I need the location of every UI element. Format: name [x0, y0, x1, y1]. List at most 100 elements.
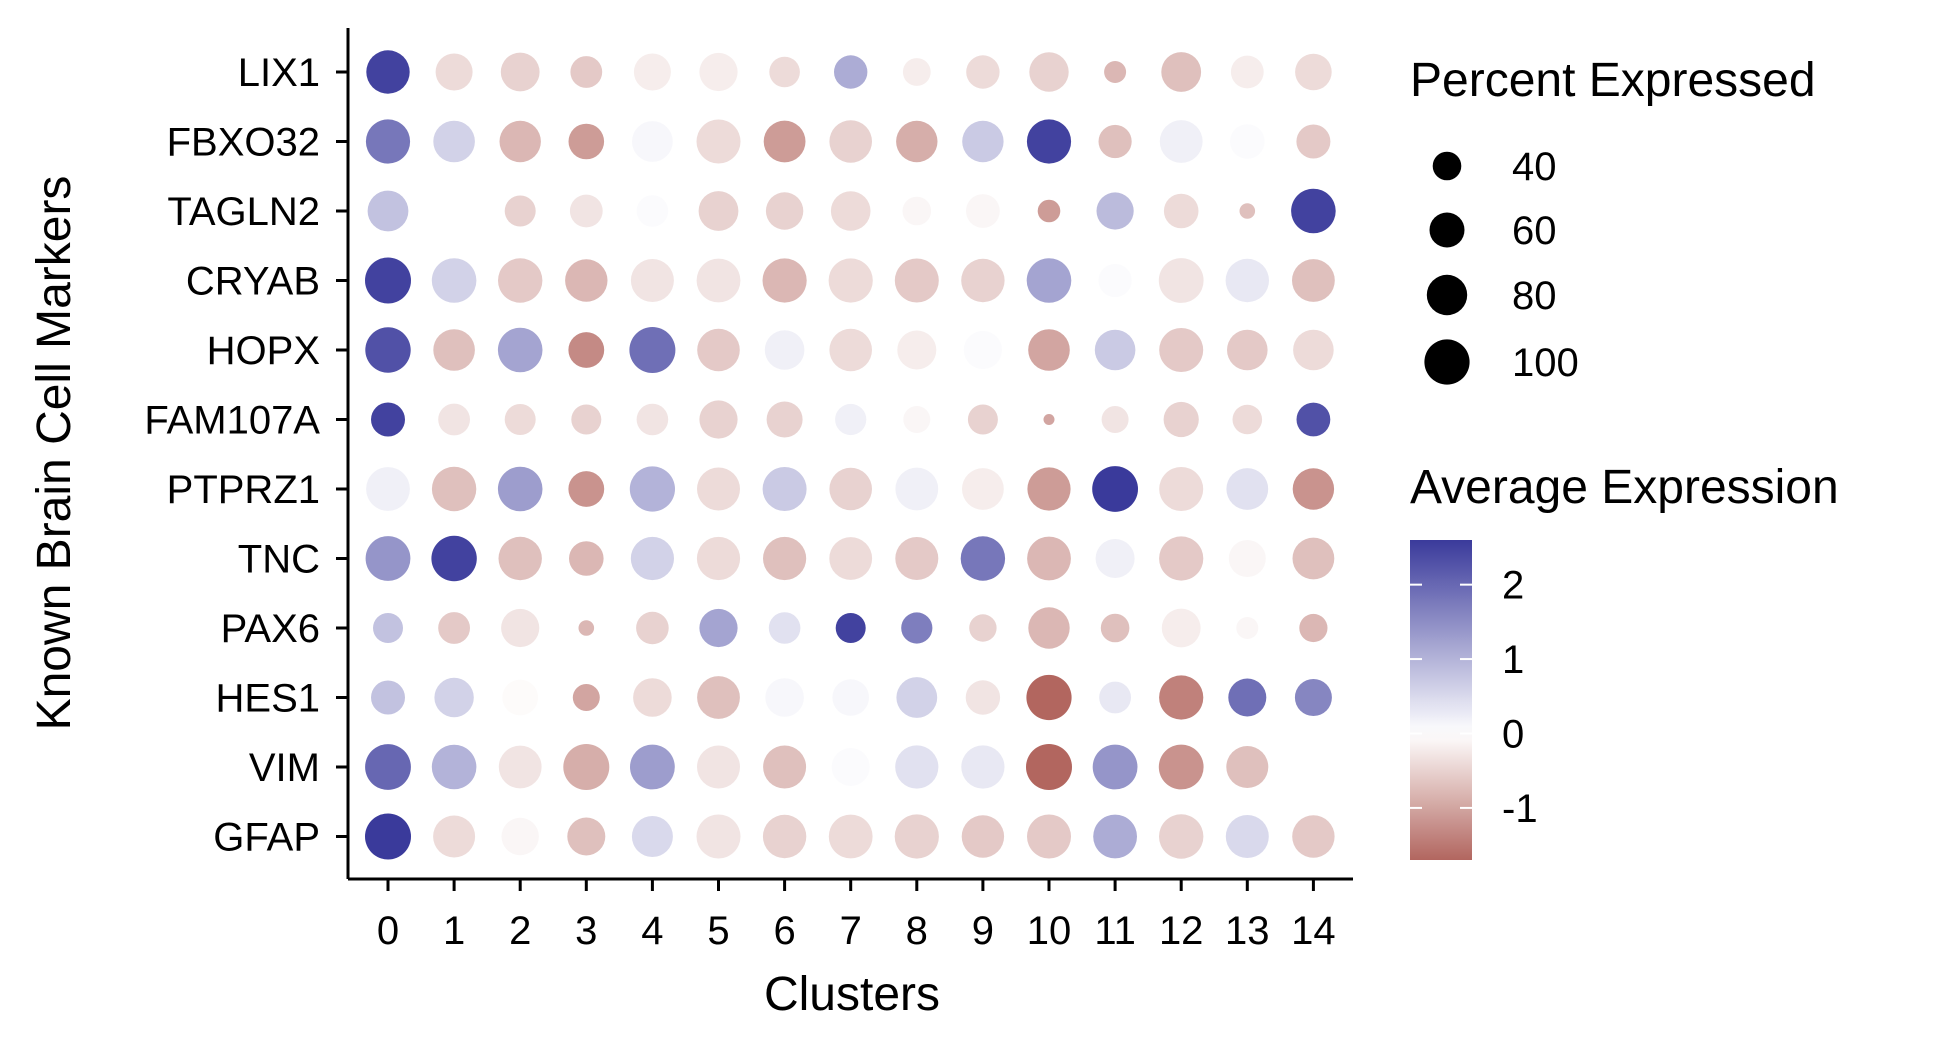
dot-HOPX-cluster-1	[433, 329, 475, 371]
dot-HOPX-cluster-14	[1293, 329, 1334, 371]
dot-PAX6-cluster-5	[699, 608, 738, 648]
dot-FAM107A-cluster-14	[1296, 402, 1331, 437]
dot-GFAP-cluster-10	[1027, 814, 1071, 859]
dot-TNC-cluster-10	[1027, 536, 1071, 581]
dot-VIM-cluster-5	[697, 745, 740, 789]
size-legend-label: 100	[1512, 341, 1579, 385]
dot-LIX1-cluster-11	[1104, 61, 1127, 83]
dot-TNC-cluster-6	[763, 536, 807, 581]
y-tick-label: TAGLN2	[167, 190, 320, 234]
dot-CRYAB-cluster-13	[1225, 258, 1270, 303]
dot-HES1-cluster-8	[896, 677, 938, 718]
x-tick-label: 6	[773, 909, 795, 953]
size-legend-dot	[1432, 151, 1462, 181]
dot-GFAP-cluster-11	[1093, 814, 1137, 859]
dot-TAGLN2-cluster-14	[1291, 188, 1336, 234]
dot-CRYAB-cluster-4	[630, 259, 674, 302]
color-legend-title: Average Expression	[1410, 461, 1839, 514]
size-legend-dot	[1429, 212, 1465, 248]
x-tick-label: 11	[1094, 909, 1136, 953]
color-legend-label: 1	[1502, 638, 1524, 682]
dot-HOPX-cluster-12	[1159, 328, 1204, 372]
dot-VIM-cluster-13	[1226, 746, 1269, 788]
dot-VIM-cluster-2	[498, 745, 542, 789]
color-legend: Average Expression 2 1 0 -1	[1410, 461, 1839, 860]
dot-HES1-cluster-2	[502, 679, 539, 716]
dot-HES1-cluster-12	[1159, 675, 1204, 720]
dot-FAM107A-cluster-13	[1232, 404, 1263, 435]
dot-TAGLN2-cluster-3	[569, 194, 603, 228]
dot-GFAP-cluster-5	[696, 814, 741, 859]
dot-HOPX-cluster-13	[1227, 329, 1268, 371]
dot-TAGLN2-cluster-5	[698, 191, 739, 231]
dot-PAX6-cluster-2	[501, 608, 540, 648]
dot-FBXO32-cluster-13	[1230, 124, 1265, 159]
dot-PTPRZ1-cluster-5	[697, 467, 740, 511]
dot-PTPRZ1-cluster-6	[762, 467, 807, 511]
x-tick-label: 1	[443, 909, 465, 953]
dot-PAX6-cluster-12	[1161, 608, 1201, 648]
dot-PAX6-cluster-11	[1100, 613, 1130, 643]
dot-HOPX-cluster-3	[568, 332, 605, 368]
dot-CRYAB-cluster-10	[1026, 258, 1072, 303]
dot-VIM-cluster-3	[563, 744, 610, 790]
dot-FBXO32-cluster-14	[1296, 124, 1331, 159]
dot-HES1-cluster-11	[1099, 681, 1131, 714]
dot-LIX1-cluster-4	[633, 53, 671, 91]
dot-PTPRZ1-cluster-12	[1159, 467, 1204, 511]
dot-CRYAB-cluster-0	[365, 257, 411, 304]
dot-TNC-cluster-4	[630, 536, 675, 581]
dot-LIX1-cluster-5	[699, 52, 738, 92]
dot-FAM107A-cluster-7	[835, 403, 867, 436]
dot-CRYAB-cluster-1	[431, 258, 477, 303]
dot-HES1-cluster-10	[1026, 674, 1072, 721]
dot-FAM107A-cluster-8	[903, 406, 931, 433]
dot-PAX6-cluster-6	[768, 612, 801, 644]
dot-TAGLN2-cluster-13	[1239, 203, 1256, 219]
dot-PAX6-cluster-9	[969, 614, 997, 642]
dot-HES1-cluster-0	[371, 680, 405, 715]
dot-HOPX-cluster-11	[1094, 329, 1136, 371]
dot-HES1-cluster-3	[572, 684, 600, 711]
color-legend-label: 0	[1502, 712, 1524, 756]
size-legend-title: Percent Expressed	[1410, 54, 1816, 107]
dot-HES1-cluster-5	[697, 676, 740, 719]
size-legend-label: 40	[1512, 145, 1557, 189]
y-tick-label: PTPRZ1	[167, 468, 320, 512]
dot-LIX1-cluster-6	[769, 56, 800, 88]
dot-LIX1-cluster-13	[1230, 55, 1264, 89]
dot-FBXO32-cluster-7	[829, 120, 872, 163]
dot-CRYAB-cluster-3	[565, 259, 608, 302]
dot-PAX6-cluster-13	[1236, 617, 1259, 639]
dot-FBXO32-cluster-1	[433, 120, 475, 163]
dot-GFAP-cluster-13	[1225, 815, 1269, 858]
dot-TAGLN2-cluster-0	[367, 190, 409, 232]
x-tick-label: 8	[906, 909, 928, 953]
dot-FBXO32-cluster-2	[499, 120, 541, 163]
dot-HES1-cluster-6	[765, 678, 804, 717]
dot-FBXO32-cluster-5	[696, 119, 741, 164]
dot-TAGLN2-cluster-6	[765, 192, 804, 230]
dot-GFAP-cluster-7	[828, 814, 873, 859]
dot-VIM-cluster-8	[895, 745, 939, 789]
x-tick-labels: 0 1 2 3 4 5 6 7 8 9 10 11 12 13 14	[377, 879, 1336, 953]
y-tick-label: HOPX	[207, 329, 320, 373]
dot-VIM-cluster-1	[431, 744, 477, 790]
dot-HES1-cluster-14	[1294, 679, 1332, 716]
dot-PAX6-cluster-8	[901, 612, 933, 644]
x-tick-label: 14	[1291, 909, 1336, 953]
dot-HOPX-cluster-9	[963, 330, 1003, 370]
dot-FAM107A-cluster-11	[1101, 406, 1129, 433]
dot-LIX1-cluster-10	[1029, 52, 1069, 92]
dot-TNC-cluster-9	[960, 536, 1006, 581]
dot-VIM-cluster-10	[1026, 744, 1072, 790]
y-axis-title: Known Brain Cell Markers	[28, 176, 81, 731]
y-tick-label: HES1	[216, 677, 321, 721]
dot-VIM-cluster-6	[763, 745, 807, 789]
dot-LIX1-cluster-7	[834, 55, 868, 89]
dot-PAX6-cluster-3	[578, 620, 595, 636]
dot-LIX1-cluster-9	[966, 55, 1000, 89]
dot-LIX1-cluster-14	[1295, 53, 1332, 91]
dot-HOPX-cluster-0	[365, 327, 411, 373]
dot-CRYAB-cluster-12	[1158, 258, 1204, 303]
